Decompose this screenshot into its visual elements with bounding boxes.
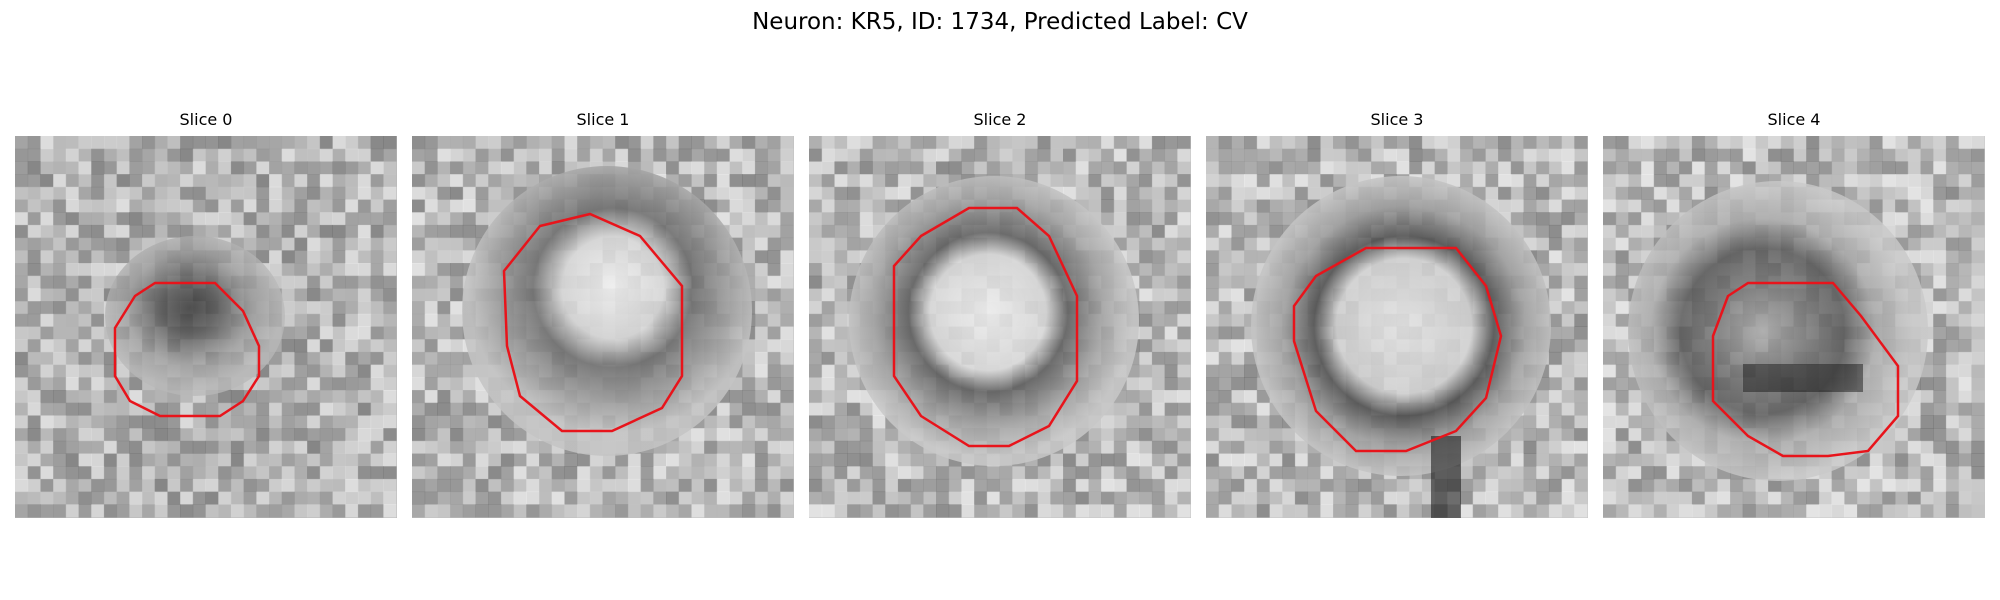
contour-outline	[1292, 246, 1503, 453]
figure-title: Neuron: KR5, ID: 1734, Predicted Label: …	[752, 9, 1248, 35]
slice-image	[1603, 136, 1985, 518]
slice-panel-1: Slice 1	[412, 110, 794, 518]
slice-panel-4: Slice 4	[1603, 110, 1985, 518]
slice-title: Slice 2	[973, 110, 1027, 129]
contour-outline	[502, 212, 684, 433]
slice-image-canvas	[1206, 136, 1588, 518]
slice-image-canvas	[809, 136, 1191, 518]
slice-image-canvas	[412, 136, 794, 518]
slice-panel-3: Slice 3	[1206, 110, 1588, 518]
contour-outline	[1711, 281, 1900, 458]
slice-panel-2: Slice 2	[809, 110, 1191, 518]
slice-image	[809, 136, 1191, 518]
slice-panel-0: Slice 0	[15, 110, 397, 518]
slice-image-canvas	[15, 136, 397, 518]
slice-title: Slice 4	[1767, 110, 1821, 129]
slice-image	[1206, 136, 1588, 518]
slice-image	[412, 136, 794, 518]
slice-title: Slice 0	[179, 110, 233, 129]
slice-title: Slice 3	[1370, 110, 1424, 129]
contour-outline	[113, 281, 261, 418]
contour-outline	[892, 206, 1079, 448]
slice-image-canvas	[1603, 136, 1985, 518]
slice-image	[15, 136, 397, 518]
slice-title: Slice 1	[576, 110, 630, 129]
